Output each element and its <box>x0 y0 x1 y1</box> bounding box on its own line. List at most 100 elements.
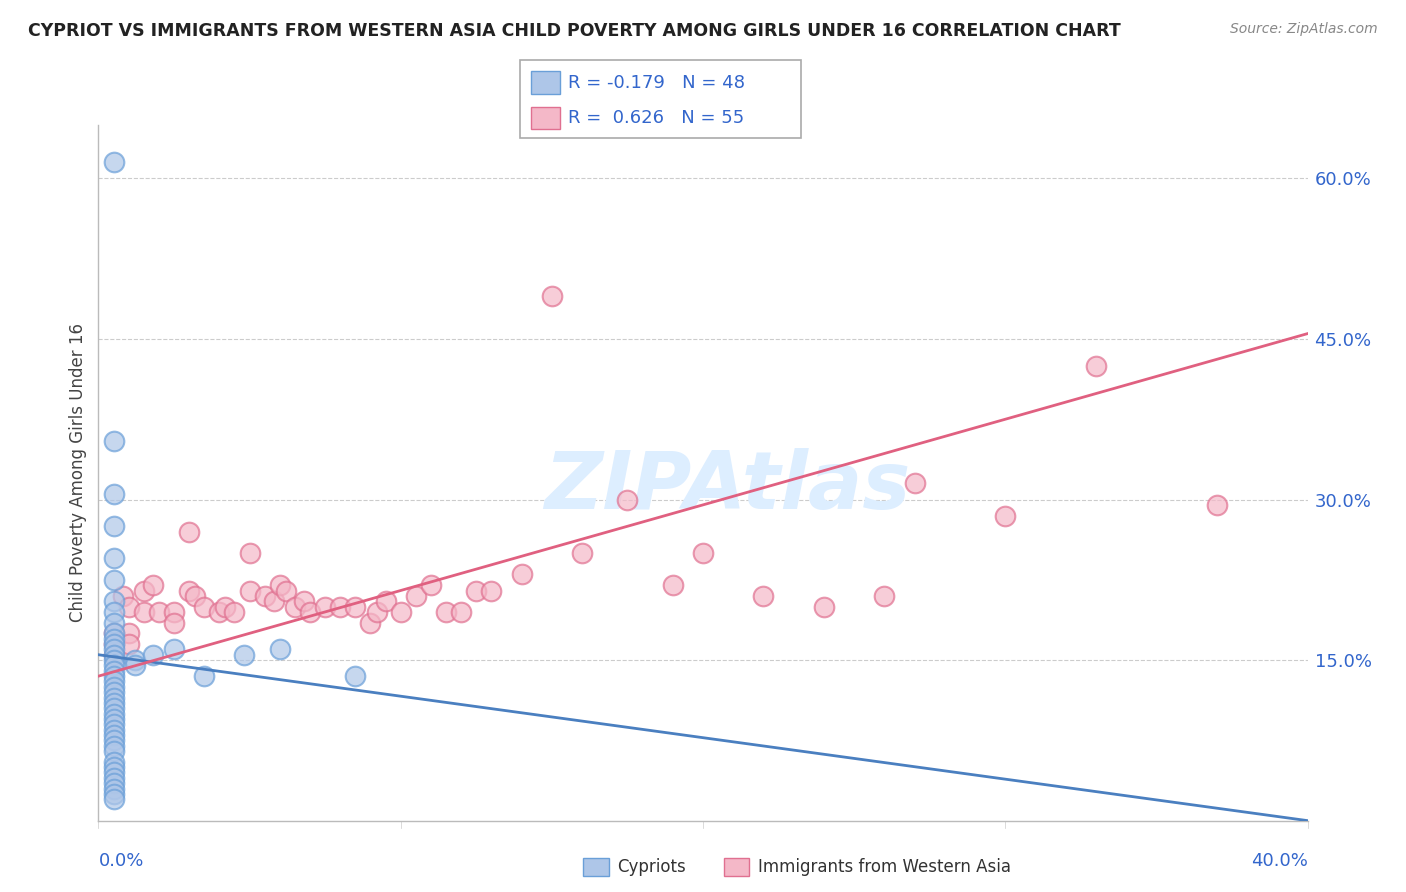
Point <box>103 615 125 630</box>
Point <box>405 589 427 603</box>
Point <box>103 690 125 705</box>
Point <box>142 648 165 662</box>
Point <box>263 594 285 608</box>
Point <box>103 551 125 566</box>
Point <box>360 615 382 630</box>
Point <box>163 605 186 619</box>
Point <box>292 594 315 608</box>
Point <box>692 546 714 560</box>
Point <box>103 701 125 715</box>
Point <box>179 524 201 539</box>
Point <box>344 669 367 683</box>
Point <box>103 717 125 731</box>
Point <box>269 642 291 657</box>
Point <box>239 546 262 560</box>
Point <box>752 589 775 603</box>
Point <box>904 476 927 491</box>
Point <box>571 546 593 560</box>
Point <box>232 648 254 662</box>
Point <box>103 755 125 769</box>
Point <box>269 578 291 592</box>
Point <box>662 578 685 592</box>
Point <box>103 739 125 753</box>
Point <box>118 637 141 651</box>
Point <box>103 664 125 678</box>
Point <box>111 589 134 603</box>
Text: R =  0.626   N = 55: R = 0.626 N = 55 <box>568 109 744 128</box>
Point <box>253 589 276 603</box>
Point <box>994 508 1017 523</box>
Text: Cypriots: Cypriots <box>617 858 686 876</box>
Point <box>616 492 638 507</box>
Point <box>103 781 125 796</box>
Point <box>103 712 125 726</box>
Point <box>103 669 125 683</box>
Point <box>103 487 125 501</box>
Point <box>434 605 457 619</box>
Point <box>344 599 367 614</box>
Point <box>389 605 412 619</box>
Text: Immigrants from Western Asia: Immigrants from Western Asia <box>758 858 1011 876</box>
Point <box>103 680 125 694</box>
Point <box>329 599 352 614</box>
Point <box>103 594 125 608</box>
Point <box>314 599 336 614</box>
Point <box>103 648 125 662</box>
Point <box>450 605 472 619</box>
Point <box>510 567 533 582</box>
Point <box>465 583 488 598</box>
Point <box>103 626 125 640</box>
Text: 40.0%: 40.0% <box>1251 852 1308 870</box>
Point <box>284 599 307 614</box>
Point <box>374 594 396 608</box>
Point <box>214 599 236 614</box>
Point <box>103 632 125 646</box>
Point <box>239 583 262 598</box>
Point <box>132 605 155 619</box>
Point <box>103 155 125 169</box>
Point <box>1085 359 1108 373</box>
Point <box>193 599 215 614</box>
Point <box>103 723 125 737</box>
Text: Source: ZipAtlas.com: Source: ZipAtlas.com <box>1230 22 1378 37</box>
Text: R = -0.179   N = 48: R = -0.179 N = 48 <box>568 73 745 92</box>
Point <box>103 605 125 619</box>
Point <box>103 637 125 651</box>
Point <box>224 605 246 619</box>
Point <box>124 653 146 667</box>
Point <box>103 658 125 673</box>
Point <box>103 626 125 640</box>
Y-axis label: Child Poverty Among Girls Under 16: Child Poverty Among Girls Under 16 <box>69 323 87 623</box>
Point <box>103 728 125 742</box>
Point <box>193 669 215 683</box>
Point <box>103 519 125 533</box>
Point <box>366 605 388 619</box>
Point <box>103 653 125 667</box>
Point <box>132 583 155 598</box>
Point <box>873 589 896 603</box>
Point <box>103 637 125 651</box>
Point <box>163 642 186 657</box>
Point <box>540 289 562 303</box>
Point <box>124 658 146 673</box>
Point <box>163 615 186 630</box>
Point <box>103 642 125 657</box>
Point <box>103 760 125 774</box>
Point <box>103 696 125 710</box>
Point <box>118 626 141 640</box>
Point <box>103 771 125 785</box>
Text: CYPRIOT VS IMMIGRANTS FROM WESTERN ASIA CHILD POVERTY AMONG GIRLS UNDER 16 CORRE: CYPRIOT VS IMMIGRANTS FROM WESTERN ASIA … <box>28 22 1121 40</box>
Point <box>103 765 125 780</box>
Point <box>118 599 141 614</box>
Text: 0.0%: 0.0% <box>98 852 143 870</box>
Point <box>103 787 125 801</box>
Point <box>103 776 125 790</box>
Point <box>103 792 125 806</box>
Point <box>142 578 165 592</box>
Point <box>103 744 125 758</box>
Point <box>103 648 125 662</box>
Point <box>103 685 125 699</box>
Point <box>481 583 503 598</box>
Point <box>274 583 297 598</box>
Point <box>179 583 201 598</box>
